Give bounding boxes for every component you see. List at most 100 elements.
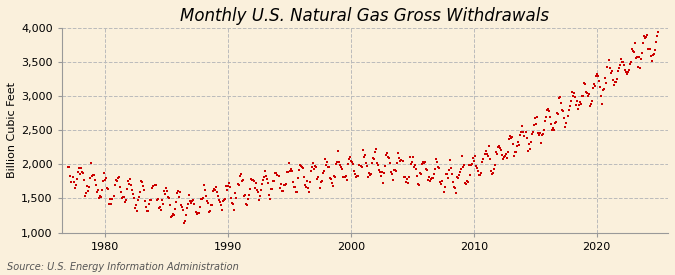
Point — [514, 143, 524, 147]
Point — [574, 100, 585, 104]
Point — [383, 155, 394, 159]
Point — [541, 108, 552, 113]
Point — [389, 168, 400, 172]
Point — [269, 179, 280, 184]
Point — [475, 172, 486, 177]
Point — [506, 136, 516, 140]
Point — [493, 144, 504, 148]
Point — [288, 185, 299, 189]
Point — [119, 200, 130, 205]
Point — [256, 182, 267, 186]
Point — [327, 183, 338, 188]
Point — [369, 150, 380, 154]
Point — [309, 166, 320, 171]
Point — [568, 90, 579, 95]
Point — [90, 183, 101, 187]
Point — [97, 187, 107, 192]
Point — [222, 188, 233, 192]
Point — [335, 163, 346, 167]
Point — [636, 57, 647, 61]
Point — [616, 60, 627, 64]
Point — [246, 178, 257, 182]
Point — [429, 172, 439, 177]
Point — [610, 80, 621, 84]
Point — [113, 175, 124, 179]
Point — [520, 130, 531, 135]
Point — [110, 177, 121, 182]
Point — [78, 170, 88, 175]
Point — [279, 183, 290, 188]
Point — [616, 57, 626, 61]
Point — [347, 160, 358, 164]
Point — [535, 131, 545, 135]
Point — [403, 174, 414, 179]
Point — [65, 174, 76, 178]
Point — [620, 70, 631, 75]
Point — [69, 186, 80, 191]
Point — [302, 178, 313, 183]
Point — [491, 152, 502, 156]
Point — [505, 133, 516, 138]
Point — [346, 159, 356, 163]
Point — [648, 52, 659, 57]
Point — [351, 175, 362, 180]
Point — [396, 157, 407, 162]
Point — [140, 199, 151, 204]
Point — [167, 214, 178, 218]
Point — [618, 63, 629, 67]
Point — [296, 164, 306, 168]
Point — [352, 174, 363, 178]
Point — [614, 62, 625, 67]
Point — [161, 189, 172, 193]
Point — [543, 109, 554, 114]
Point — [200, 194, 211, 199]
Point — [233, 182, 244, 187]
Point — [281, 170, 292, 174]
Point — [624, 62, 635, 66]
Point — [263, 181, 273, 185]
Point — [651, 34, 662, 38]
Point — [464, 163, 475, 167]
Point — [552, 111, 563, 115]
Point — [423, 178, 433, 182]
Point — [202, 201, 213, 205]
Point — [382, 151, 393, 155]
Point — [513, 140, 524, 144]
Point — [215, 200, 225, 204]
Point — [180, 219, 190, 223]
Point — [558, 109, 569, 113]
Point — [120, 198, 131, 202]
Point — [375, 170, 385, 175]
Point — [258, 178, 269, 182]
Point — [171, 191, 182, 195]
Point — [261, 174, 271, 178]
Point — [157, 198, 167, 202]
Point — [570, 103, 581, 108]
Point — [226, 196, 237, 200]
Point — [430, 167, 441, 171]
Point — [606, 68, 617, 73]
Point — [406, 160, 417, 164]
Point — [315, 180, 326, 184]
Point — [564, 103, 575, 108]
Point — [344, 157, 354, 161]
Point — [508, 141, 518, 146]
Point — [473, 169, 484, 173]
Point — [414, 171, 425, 175]
Point — [169, 207, 180, 211]
Point — [323, 164, 334, 169]
Point — [92, 189, 103, 194]
Point — [560, 125, 571, 130]
Point — [412, 182, 423, 187]
Point — [286, 166, 296, 171]
Point — [105, 197, 116, 201]
Point — [422, 168, 433, 173]
Point — [357, 147, 368, 152]
Point — [80, 191, 91, 195]
Point — [377, 181, 388, 185]
Point — [468, 156, 479, 161]
Point — [582, 91, 593, 95]
Point — [132, 208, 142, 213]
Point — [620, 68, 630, 73]
Point — [537, 133, 547, 137]
